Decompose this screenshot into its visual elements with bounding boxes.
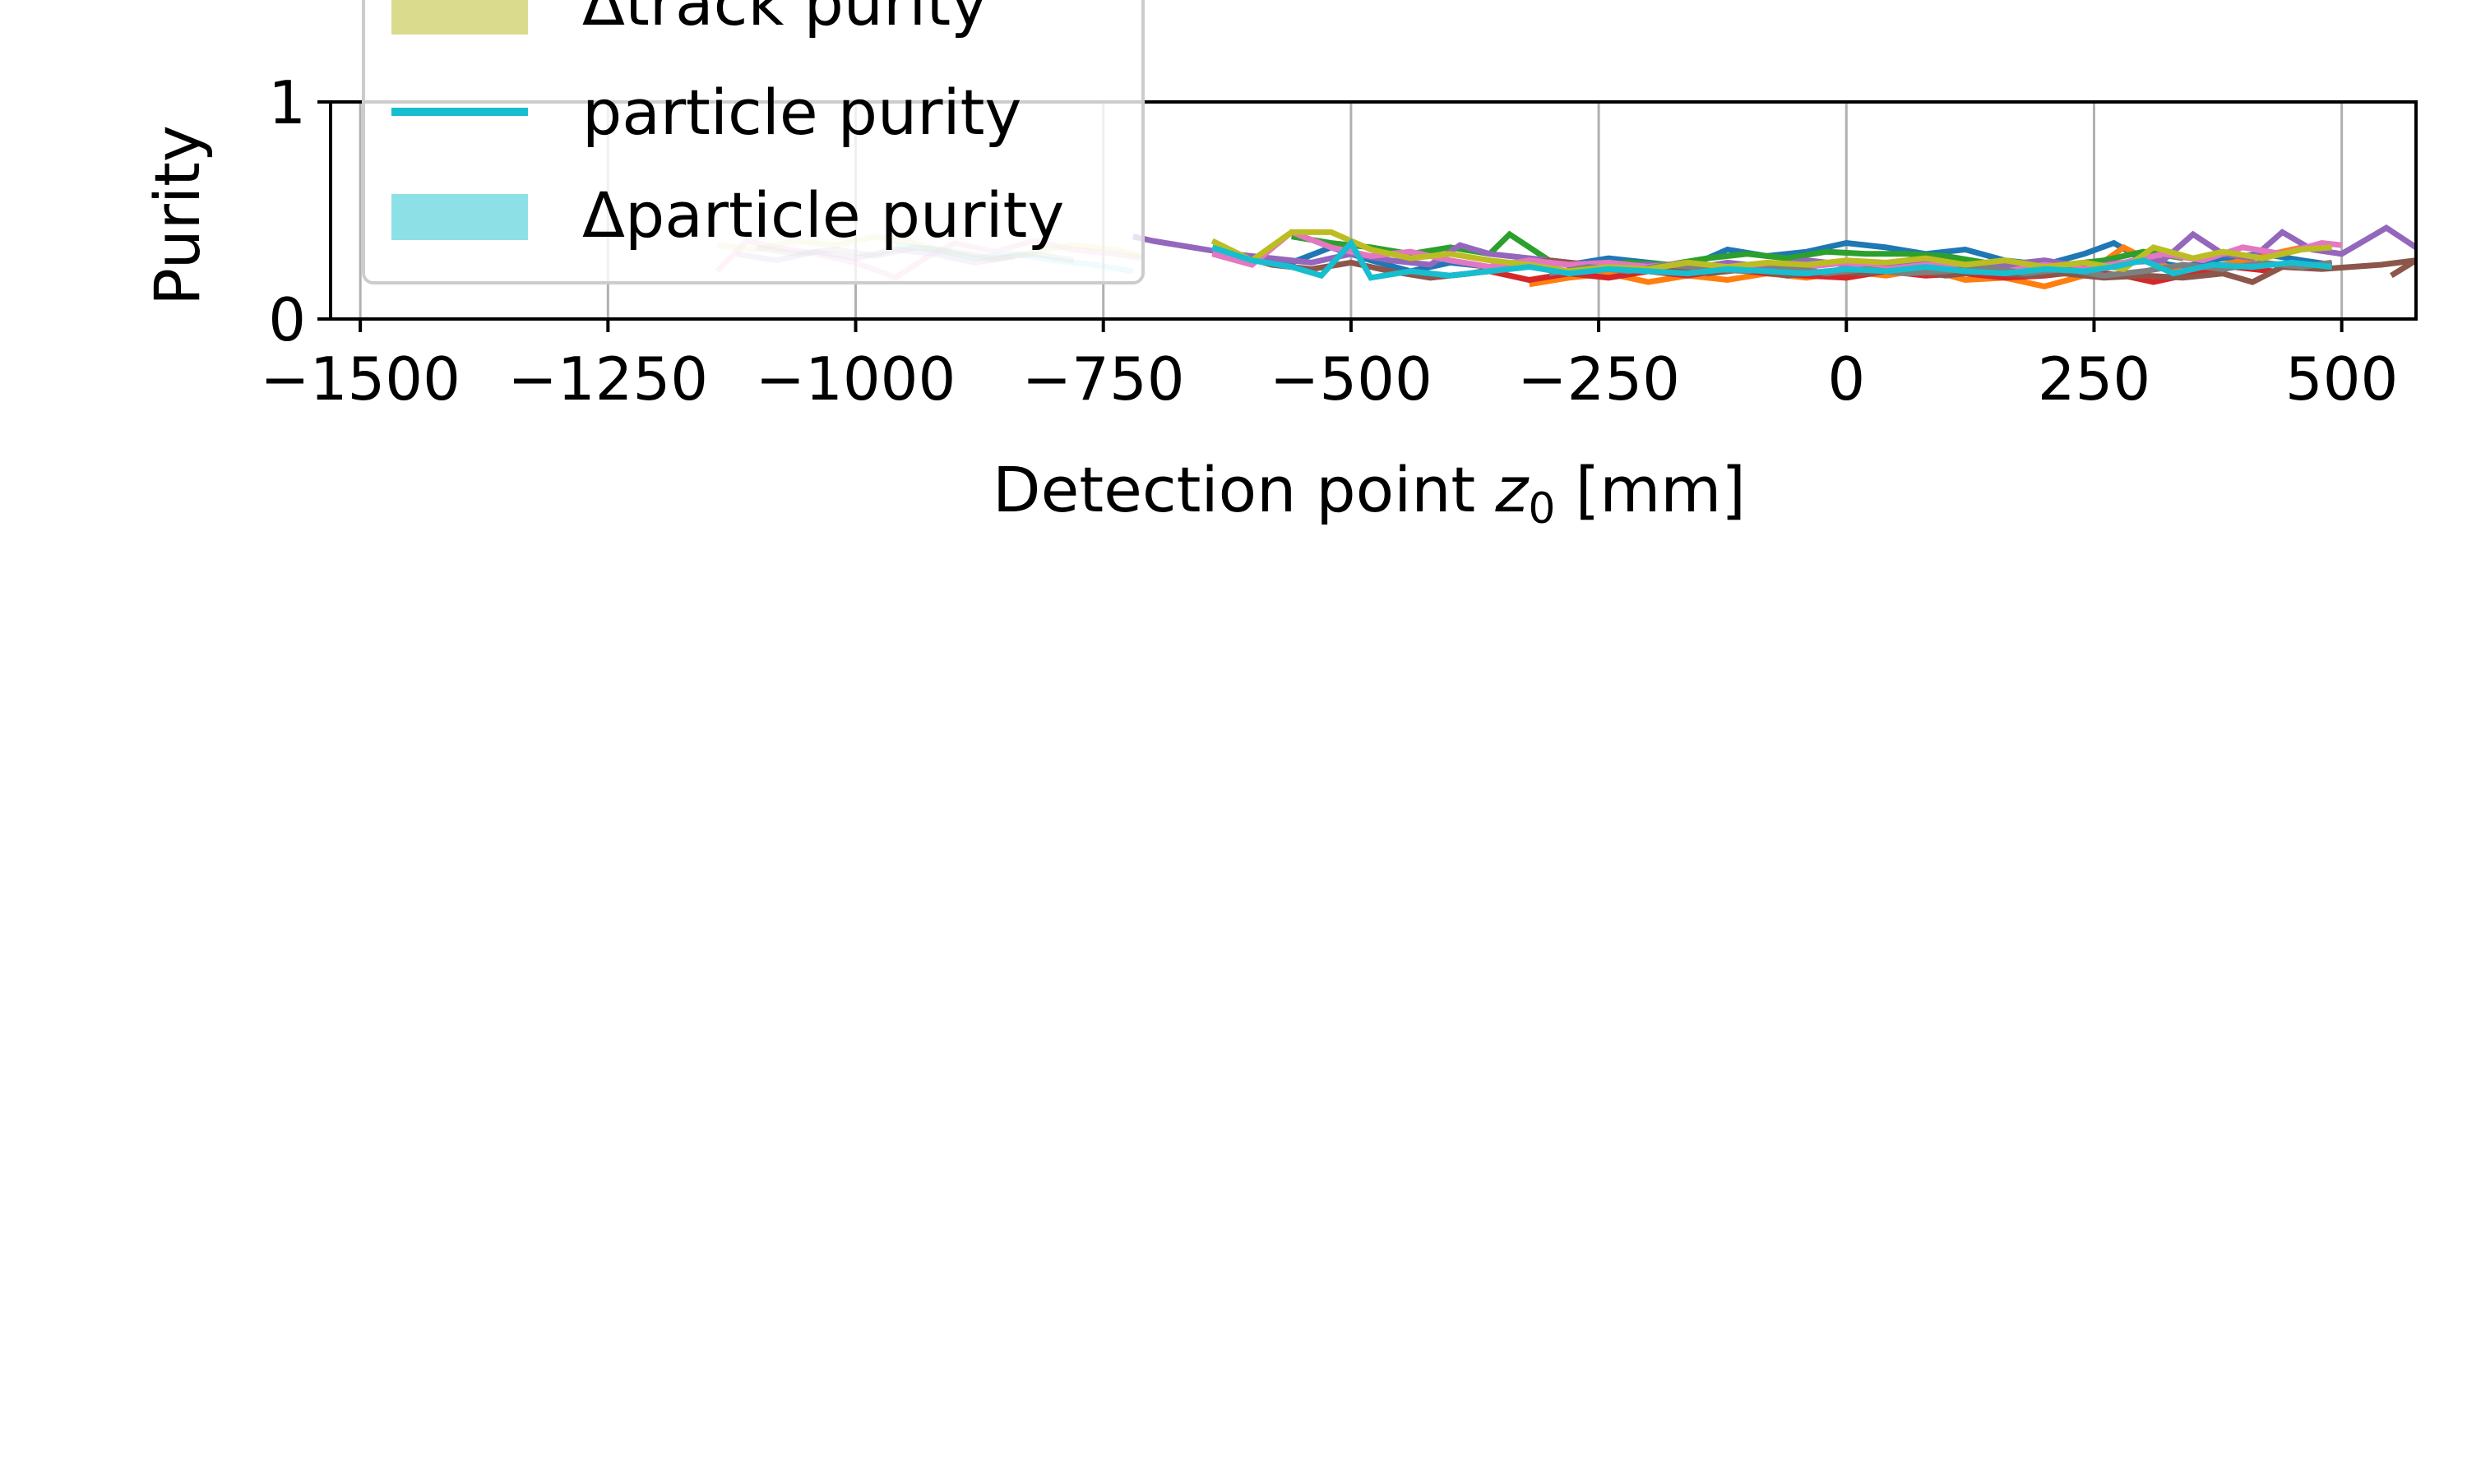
x-tick-label-5: −250	[1517, 344, 1680, 414]
y-tick-label-0: 0	[268, 285, 306, 354]
legend-label-particle-purity: particle purity	[582, 76, 1021, 149]
y-axis-ticks: 01	[268, 68, 331, 354]
series-line-9	[1211, 238, 2332, 281]
x-tick-label-6: 0	[1827, 344, 1865, 414]
x-tick-label-4: −500	[1270, 344, 1433, 414]
x-axis-label-unit: [mm]	[1576, 453, 1746, 526]
x-axis-ticks: −1500 −1250 −1000 −750 −500 −250 0 250 500	[260, 319, 2398, 414]
x-tick-label-3: −750	[1022, 344, 1185, 414]
x-axis-label: Detection point z0 [mm]	[993, 453, 1746, 534]
legend-label-particle-purity-band: Δparticle purity	[582, 178, 1064, 252]
legend-swatch-particle-purity-band	[391, 194, 528, 240]
x-tick-label-0: −1500	[260, 344, 461, 414]
x-tick-label-1: −1250	[508, 344, 709, 414]
x-tick-label-2: −1000	[756, 344, 956, 414]
y-axis-label: Purity	[141, 125, 214, 306]
x-axis-label-subscript: 0	[1528, 484, 1555, 534]
legend-label-track-purity-band: Δtrack purity	[582, 0, 988, 39]
legend: Δtrack purity particle purity Δparticle …	[362, 0, 1145, 284]
series-line-8	[1210, 229, 2332, 275]
plot-frame	[329, 100, 2418, 321]
x-tick-label-7: 250	[2038, 344, 2150, 414]
x-tick-label-8: 500	[2285, 344, 2398, 414]
x-axis-label-variable: z	[1494, 453, 1530, 526]
legend-frame	[362, 0, 1145, 284]
x-axis-label-text: Detection point	[993, 453, 1475, 526]
legend-swatch-track-purity-band	[391, 0, 528, 35]
y-tick-label-1: 1	[268, 68, 306, 137]
